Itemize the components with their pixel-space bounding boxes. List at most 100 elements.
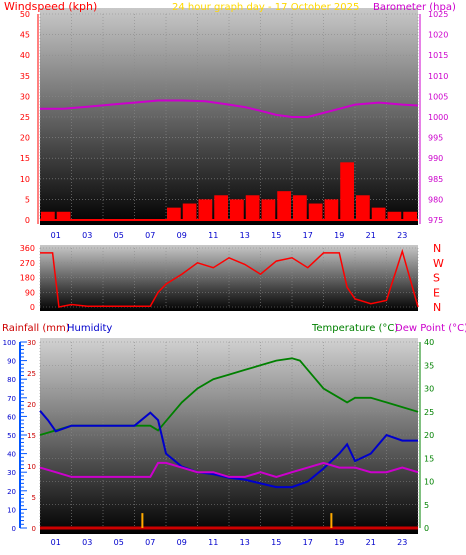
humidity-axis-tick: 15 (27, 432, 36, 440)
rainfall-axis-tick: 70 (7, 395, 16, 403)
wind-bar (214, 195, 228, 220)
wind-bar (261, 199, 276, 220)
compass-label: E (433, 286, 440, 299)
wind-bar (403, 211, 417, 220)
temp-x-tick: 19 (334, 538, 344, 547)
rainfall-axis-tick: 50 (7, 432, 16, 440)
temp-x-tick: 03 (82, 538, 92, 547)
direction-axis-tick: 0 (30, 303, 35, 312)
temp-x-tick: 17 (303, 538, 313, 547)
wind-x-tick: 03 (82, 231, 92, 240)
temperature-axis-tick: 25 (424, 408, 434, 417)
wind-x-tick: 01 (51, 231, 61, 240)
wind-axis-tick: 35 (20, 72, 30, 81)
wind-bar (182, 203, 197, 220)
temp-x-tick: 01 (51, 538, 61, 547)
temperature-axis-tick: 20 (424, 431, 434, 440)
temperature-axis-tick: 15 (424, 454, 434, 463)
rainfall-label: Rainfall (mm) (2, 323, 70, 334)
wind-x-tick: 05 (114, 231, 124, 240)
rainfall-axis-tick: 0 (12, 525, 16, 533)
direction-axis-tick: 360 (20, 244, 35, 253)
wind-bar (293, 195, 307, 220)
barometer-label: Barometer (hpa) (373, 2, 456, 13)
rainfall-axis-tick: 100 (3, 339, 16, 347)
graph-title: 24 hour graph day - 17 October 2025 (172, 2, 359, 13)
wind-axis-tick: 30 (20, 92, 30, 101)
wind-bar (371, 207, 386, 220)
barometer-axis-tick: 1025 (428, 10, 448, 19)
temperature-axis-tick: 10 (424, 478, 434, 487)
rainfall-axis-tick: 40 (7, 451, 16, 459)
barometer-axis-tick: 1020 (428, 31, 448, 40)
humidity-axis-tick: 10 (27, 463, 36, 471)
barometer-axis-tick: 995 (428, 134, 443, 143)
barometer-axis-tick: 985 (428, 175, 443, 184)
wind-bar (277, 191, 291, 220)
wind-axis-tick: 15 (20, 154, 30, 163)
wind-direction-line (40, 248, 419, 308)
rainfall-axis-tick: 80 (7, 376, 16, 384)
temp-x-tick: 15 (271, 538, 281, 547)
barometer-axis-tick: 1015 (428, 51, 448, 60)
wind-bar (308, 203, 323, 220)
dewpoint-label: Dew Point (°C) (395, 323, 466, 334)
temperature-axis-tick: 30 (424, 385, 434, 394)
wind-x-tick: 15 (271, 231, 281, 240)
wind-bar (230, 199, 244, 220)
temp-x-tick: 21 (366, 538, 376, 547)
compass-label: S (433, 272, 440, 285)
wind-x-tick: 09 (177, 231, 187, 240)
humidity-label: Humidity (67, 323, 112, 334)
wind-x-tick: 13 (240, 231, 250, 240)
wind-bar (387, 211, 402, 220)
wind-bar (324, 199, 339, 220)
wind-axis-tick: 0 (25, 216, 30, 225)
barometer-line (40, 99, 419, 118)
direction-axis-tick: 180 (20, 274, 35, 283)
wind-bar (356, 195, 370, 220)
barometer-axis-tick: 1005 (428, 92, 448, 101)
temp-x-tick: 13 (240, 538, 250, 547)
temperature-axis-tick: 0 (424, 524, 429, 533)
humidity-axis-tick: 20 (27, 401, 36, 409)
humidity-axis-tick: 25 (27, 370, 36, 378)
wind-bar (41, 211, 55, 220)
wind-axis-tick: 5 (25, 195, 30, 204)
temp-x-tick: 05 (114, 538, 124, 547)
wind-axis-tick: 25 (20, 113, 30, 122)
humidity-axis-tick: 0 (32, 525, 36, 533)
temperature-axis-tick: 35 (424, 361, 434, 370)
humidity-axis-tick: 30 (27, 339, 36, 347)
wind-axis-tick: 50 (20, 10, 30, 19)
compass-label: W (433, 257, 444, 270)
temp-x-tick: 23 (397, 538, 407, 547)
wind-axis-tick: 40 (20, 51, 30, 60)
rain-bar (141, 513, 144, 528)
direction-axis-tick: 90 (25, 288, 35, 297)
wind-bar (340, 162, 354, 220)
rainfall-axis-tick: 60 (7, 413, 16, 421)
rainfall-axis-tick: 90 (7, 358, 16, 366)
humidity-line (39, 410, 418, 489)
temperature-axis-tick: 40 (424, 338, 434, 347)
wind-x-tick: 23 (397, 231, 407, 240)
compass-label: N (433, 301, 441, 314)
rainfall-axis-tick: 20 (7, 488, 16, 496)
wind-x-tick: 07 (145, 231, 155, 240)
barometer-axis-tick: 990 (428, 154, 443, 163)
wind-x-tick: 11 (208, 231, 218, 240)
temperature-label: Temperature (°C) (311, 323, 398, 334)
wind-bar (167, 207, 181, 220)
wind-x-tick: 17 (303, 231, 313, 240)
barometer-axis-tick: 1010 (428, 72, 448, 81)
temp-x-tick: 11 (208, 538, 218, 547)
barometer-axis-tick: 1000 (428, 113, 448, 122)
wind-x-tick: 21 (366, 231, 376, 240)
wind-bar (198, 199, 213, 220)
wind-axis-tick: 10 (20, 175, 30, 184)
rainfall-axis-tick: 30 (7, 469, 16, 477)
wind-bar (245, 195, 260, 220)
rainfall-axis-tick: 10 (7, 506, 16, 514)
